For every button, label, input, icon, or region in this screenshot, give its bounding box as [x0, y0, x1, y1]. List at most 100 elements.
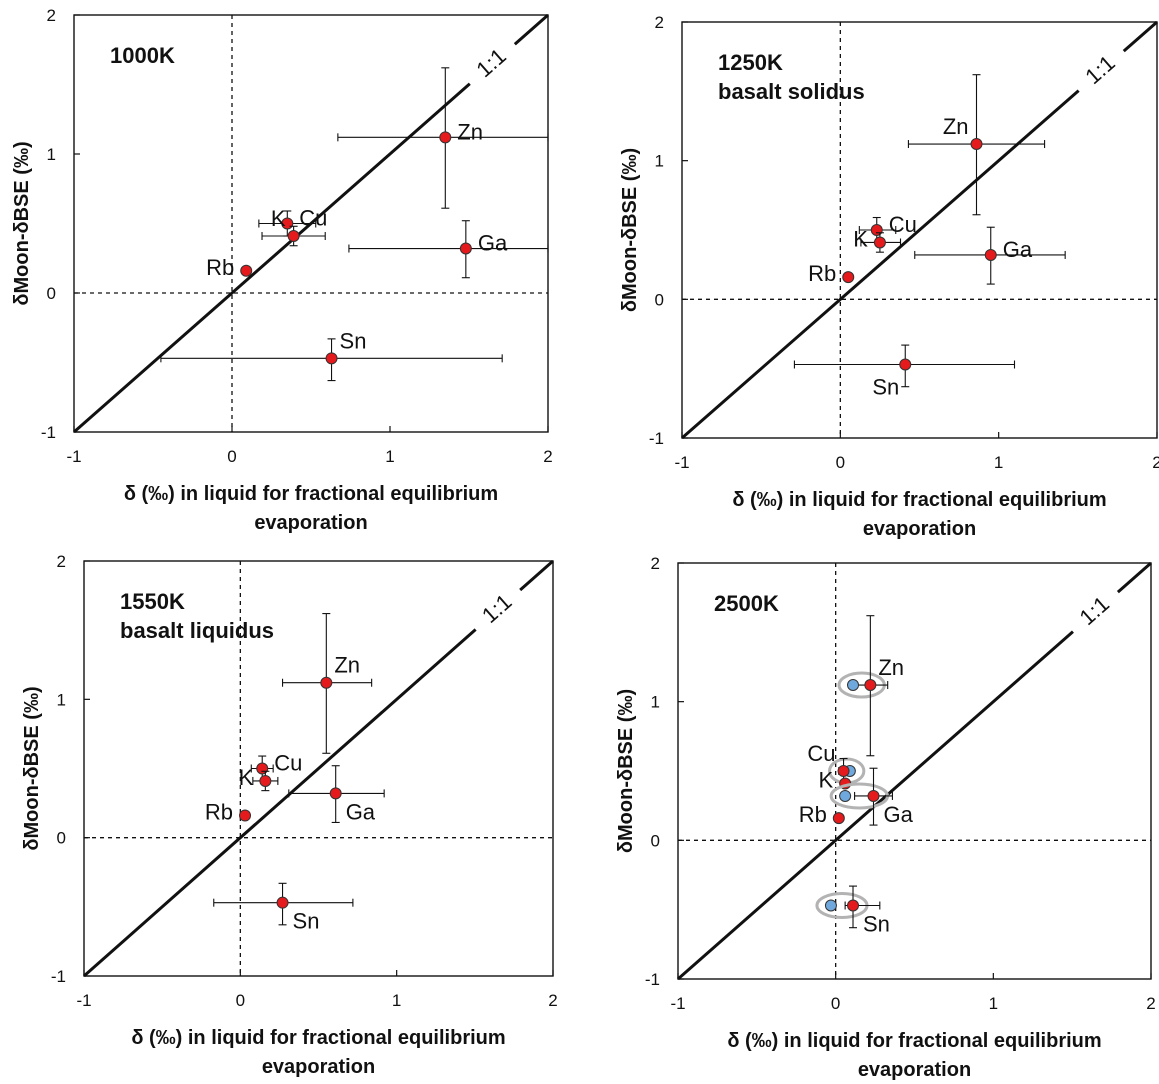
marker-ga — [867, 789, 880, 802]
point-label-sn: Sn — [863, 912, 890, 937]
panel-3: 1:1 -1 0 1 2 -1 0 1 2 δ (‰) in liquid for fractio… — [21, 552, 558, 1078]
y-tick-label: -1 — [41, 423, 56, 442]
point-label-ga: Ga — [884, 802, 914, 827]
marker-cu — [870, 224, 883, 236]
one-to-one-line — [83, 628, 477, 978]
panel-title: 2500K — [714, 591, 779, 616]
panel-title: basalt solidus — [718, 79, 865, 104]
marker-sn — [276, 896, 289, 909]
point-label-zn: Zn — [457, 119, 483, 144]
x-tick-label: 0 — [836, 453, 845, 472]
point-label-zn: Zn — [334, 653, 360, 678]
data-point-rb: Rb — [808, 261, 855, 286]
x-axis-label: evaporation — [262, 1056, 375, 1078]
y-tick-label: -1 — [51, 967, 66, 986]
one-to-one-line-end — [519, 559, 554, 592]
one-to-one-line-end — [1122, 20, 1158, 53]
y-axis-label: δMoon-δBSE (‰) — [11, 141, 33, 305]
marker-ga — [984, 248, 997, 261]
x-tick-label: 1 — [385, 447, 394, 466]
point-label-k: K — [239, 765, 254, 790]
point-label-cu: Cu — [299, 206, 327, 231]
y-axis-label: δMoon-δBSE (‰) — [615, 689, 637, 853]
x-tick-label: 2 — [1146, 994, 1155, 1013]
data-point-sn: Sn — [815, 885, 890, 937]
data-point-sn: Sn — [160, 328, 503, 382]
marker-cu — [256, 762, 269, 775]
y-tick-label: 1 — [651, 693, 660, 712]
y-tick-label: 1 — [47, 145, 56, 164]
point-label-cu: Cu — [807, 741, 835, 766]
x-tick-label: 2 — [548, 991, 557, 1010]
point-label-zn: Zn — [878, 655, 904, 680]
point-label-k: K — [818, 767, 833, 792]
one-to-one-line-end — [1116, 561, 1152, 594]
plot-frame — [83, 560, 554, 977]
x-axis-label: δ (‰) in liquid for fractional equilibri… — [131, 1027, 505, 1049]
data-point-k: K — [261, 206, 326, 247]
x-axis-label: evaporation — [863, 518, 976, 540]
y-tick-label: 2 — [57, 552, 66, 571]
y-tick-label: 1 — [655, 152, 664, 171]
marker-ga — [459, 242, 472, 255]
point-label-rb: Rb — [808, 261, 836, 286]
x-axis-label: evaporation — [858, 1059, 971, 1081]
panel-title: 1250K — [718, 50, 783, 75]
marker-sn — [899, 358, 912, 371]
marker-k — [259, 774, 272, 787]
x-tick-label: 0 — [227, 447, 236, 466]
y-tick-label: 0 — [47, 284, 56, 303]
x-tick-label: 1 — [989, 994, 998, 1013]
point-label-zn: Zn — [943, 114, 969, 139]
marker-zn — [970, 138, 983, 151]
panel-1: 1:1 -1 0 1 2 -1 0 1 2 δ (‰) in liquid for fractio… — [11, 6, 553, 534]
point-label-rb: Rb — [799, 802, 827, 827]
marker-k — [287, 230, 300, 243]
point-label-rb: Rb — [206, 255, 234, 280]
one-to-one-label: 1:1 — [1075, 591, 1114, 630]
x-axis-label: evaporation — [254, 512, 367, 534]
point-label-ga: Ga — [1003, 237, 1033, 262]
marker-rb — [832, 812, 845, 825]
marker-sn — [847, 899, 860, 912]
one-to-one-label: 1:1 — [1080, 50, 1119, 89]
alt-marker-sn — [824, 899, 837, 912]
y-tick-label: 0 — [655, 290, 664, 309]
data-point-ga: Ga — [914, 226, 1066, 285]
data-point-k: K — [853, 226, 902, 253]
plot-frame — [681, 21, 1158, 439]
marker-zn — [439, 131, 452, 144]
data-point-zn: Zn — [337, 67, 549, 209]
x-tick-label: 1 — [392, 991, 401, 1010]
data-point-cu: Cu — [250, 751, 302, 782]
marker-rb — [239, 809, 252, 822]
point-label-k: K — [853, 226, 868, 251]
x-tick-label: 1 — [994, 453, 1003, 472]
point-label-ga: Ga — [478, 231, 508, 256]
x-tick-label: 0 — [831, 994, 840, 1013]
x-tick-label: -1 — [66, 447, 81, 466]
data-point-rb: Rb — [205, 800, 252, 825]
y-tick-label: 2 — [47, 6, 56, 25]
data-point-sn: Sn — [793, 344, 1016, 400]
data-point-ga: Ga — [288, 765, 385, 824]
x-tick-label: -1 — [670, 994, 685, 1013]
plot-frame — [677, 562, 1152, 980]
point-label-k: K — [271, 206, 286, 231]
point-label-sn: Sn — [293, 909, 320, 934]
y-tick-label: -1 — [649, 429, 664, 448]
x-tick-label: 2 — [543, 447, 552, 466]
x-tick-label: -1 — [674, 453, 689, 472]
x-axis-label: δ (‰) in liquid for fractional equilibri… — [124, 483, 498, 505]
y-tick-label: 0 — [57, 829, 66, 848]
marker-zn — [864, 679, 877, 692]
marker-rb — [240, 264, 253, 277]
y-axis-label: δMoon-δBSE (‰) — [21, 686, 43, 850]
marker-k — [873, 236, 886, 249]
data-point-rb: Rb — [206, 255, 253, 280]
marker-rb — [842, 271, 855, 284]
point-label-sn: Sn — [340, 328, 367, 353]
x-axis-label: δ (‰) in liquid for fractional equilibri… — [732, 489, 1106, 511]
data-point-k: K — [239, 765, 279, 792]
